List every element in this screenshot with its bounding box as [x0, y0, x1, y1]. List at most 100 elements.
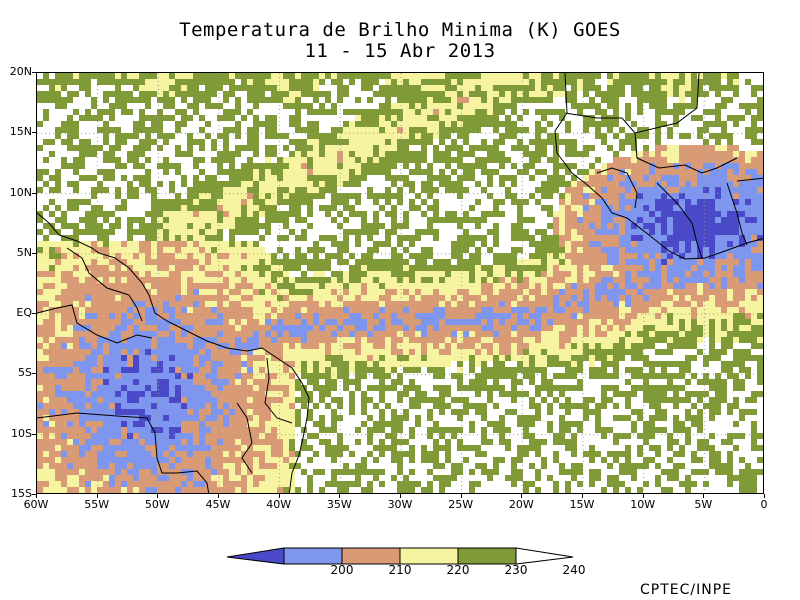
temperature-cell	[247, 313, 253, 319]
temperature-cell	[157, 289, 163, 295]
temperature-cell	[457, 109, 463, 115]
temperature-cell	[517, 265, 523, 271]
temperature-cell	[733, 79, 739, 85]
temperature-cell	[97, 223, 103, 229]
temperature-cell	[553, 259, 559, 265]
temperature-cell	[673, 259, 679, 265]
temperature-cell	[385, 199, 391, 205]
temperature-cell	[385, 79, 391, 85]
temperature-cell	[745, 367, 751, 373]
temperature-cell	[223, 319, 229, 325]
temperature-cell	[517, 319, 523, 325]
temperature-cell	[55, 367, 61, 373]
temperature-cell	[397, 79, 403, 85]
temperature-cell	[241, 361, 247, 367]
temperature-cell	[397, 373, 403, 379]
temperature-cell	[409, 199, 415, 205]
temperature-cell	[403, 217, 409, 223]
temperature-cell	[199, 373, 205, 379]
temperature-cell	[667, 289, 673, 295]
temperature-cell	[439, 355, 445, 361]
temperature-cell	[121, 259, 127, 265]
temperature-cell	[73, 313, 79, 319]
temperature-cell	[157, 307, 163, 313]
temperature-cell	[247, 343, 253, 349]
temperature-cell	[295, 139, 301, 145]
temperature-cell	[619, 73, 625, 79]
temperature-cell	[517, 79, 523, 85]
temperature-cell	[193, 259, 199, 265]
temperature-cell	[301, 157, 307, 163]
temperature-cell	[451, 313, 457, 319]
temperature-cell	[361, 223, 367, 229]
temperature-cell	[589, 271, 595, 277]
temperature-cell	[115, 97, 121, 103]
temperature-cell	[397, 319, 403, 325]
temperature-cell	[601, 331, 607, 337]
temperature-cell	[745, 253, 751, 259]
temperature-cell	[421, 277, 427, 283]
temperature-cell	[73, 289, 79, 295]
temperature-cell	[271, 349, 277, 355]
temperature-cell	[523, 235, 529, 241]
temperature-cell	[433, 211, 439, 217]
temperature-cell	[445, 103, 451, 109]
temperature-cell	[49, 175, 55, 181]
temperature-cell	[91, 301, 97, 307]
temperature-cell	[247, 175, 253, 181]
temperature-cell	[433, 313, 439, 319]
temperature-cell	[85, 283, 91, 289]
temperature-cell	[283, 271, 289, 277]
temperature-cell	[445, 73, 451, 79]
temperature-cell	[361, 361, 367, 367]
temperature-cell	[61, 259, 67, 265]
temperature-cell	[295, 277, 301, 283]
temperature-cell	[679, 265, 685, 271]
temperature-cell	[727, 265, 733, 271]
temperature-cell	[127, 295, 133, 301]
temperature-cell	[97, 355, 103, 361]
temperature-cell	[385, 73, 391, 79]
temperature-cell	[157, 301, 163, 307]
temperature-cell	[133, 271, 139, 277]
temperature-cell	[55, 73, 61, 79]
temperature-cell	[145, 343, 151, 349]
temperature-cell	[391, 151, 397, 157]
temperature-cell	[673, 169, 679, 175]
temperature-cell	[265, 127, 271, 133]
temperature-cell	[421, 199, 427, 205]
temperature-cell	[715, 175, 721, 181]
temperature-cell	[715, 271, 721, 277]
temperature-cell	[283, 319, 289, 325]
temperature-cell	[661, 163, 667, 169]
temperature-cell	[751, 223, 757, 229]
temperature-cell	[109, 259, 115, 265]
temperature-cell	[637, 79, 643, 85]
temperature-cell	[223, 157, 229, 163]
temperature-cell	[367, 163, 373, 169]
temperature-cell	[589, 181, 595, 187]
temperature-cell	[223, 217, 229, 223]
temperature-cell	[385, 115, 391, 121]
temperature-cell	[241, 85, 247, 91]
temperature-cell	[631, 325, 637, 331]
temperature-cell	[673, 211, 679, 217]
temperature-cell	[181, 343, 187, 349]
temperature-cell	[409, 265, 415, 271]
temperature-cell	[433, 259, 439, 265]
temperature-cell	[463, 295, 469, 301]
temperature-cell	[565, 247, 571, 253]
temperature-cell	[295, 193, 301, 199]
temperature-cell	[457, 91, 463, 97]
temperature-cell	[259, 313, 265, 319]
temperature-cell	[613, 295, 619, 301]
temperature-cell	[397, 265, 403, 271]
temperature-cell	[289, 343, 295, 349]
temperature-cell	[625, 199, 631, 205]
temperature-cell	[445, 133, 451, 139]
temperature-cell	[355, 343, 361, 349]
temperature-cell	[295, 301, 301, 307]
temperature-cell	[673, 343, 679, 349]
temperature-cell	[451, 127, 457, 133]
temperature-cell	[499, 175, 505, 181]
